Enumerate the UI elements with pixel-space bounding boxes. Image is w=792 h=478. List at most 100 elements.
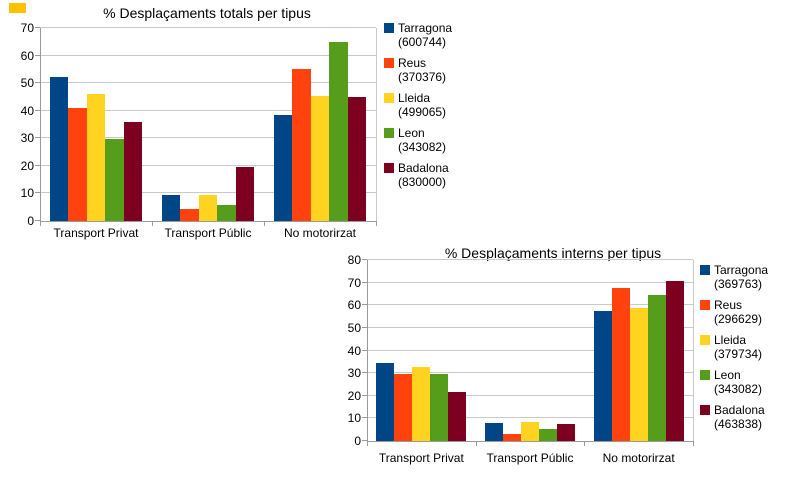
y-axis-label: 60 (347, 298, 361, 313)
y-axis-tick (35, 82, 40, 84)
y-axis-label: 10 (20, 186, 34, 201)
bar-badalona-transport-public (235, 166, 255, 221)
x-axis-tick (584, 442, 586, 446)
legend-item-leon: Leon (343082) (700, 368, 790, 402)
bar-leon-no-motorirzat (329, 42, 348, 221)
legend-swatch-badalona-icon (700, 405, 710, 415)
bar-reus-transport-privat (394, 373, 413, 441)
x-axis-tick (367, 442, 368, 446)
legend-series-count: (499065) (398, 105, 447, 119)
plot-right-border (693, 260, 694, 441)
legend-item-tarragona: Tarragona (600744) (384, 21, 474, 55)
y-axis-label: 0 (354, 434, 361, 448)
y-axis-tick (362, 281, 367, 283)
y-axis-tick (362, 349, 367, 351)
x-axis-tick (264, 222, 265, 226)
chart-title: % Desplaçaments totals per tipus (103, 5, 311, 21)
x-axis-tick (40, 222, 41, 226)
gridline (40, 164, 376, 166)
y-axis-tick (362, 440, 367, 441)
bar-reus-transport-public (180, 209, 199, 221)
x-axis-category-label: No motorirzat (602, 451, 675, 465)
gridline (367, 372, 693, 374)
y-axis-tick (362, 326, 367, 328)
gridline (40, 82, 376, 84)
bar-leon-transport-public (217, 205, 236, 221)
legend-swatch-lleida-icon (384, 93, 394, 103)
y-axis-tick (362, 372, 367, 374)
y-axis-label: 70 (20, 21, 34, 35)
gridline (40, 137, 376, 139)
y-axis-label: 60 (20, 48, 34, 63)
bar-badalona-transport-privat (123, 122, 143, 221)
bar-leon-transport-privat (105, 138, 124, 221)
y-axis-label: 0 (27, 214, 34, 228)
y-axis-line (40, 28, 41, 222)
legend-series-name: Badalona (714, 403, 765, 417)
legend-swatch-tarragona-icon (384, 23, 394, 33)
bar-reus-transport-public (502, 434, 521, 441)
y-axis-label: 40 (20, 103, 34, 118)
bar-reus-transport-privat (68, 107, 87, 221)
legend-swatch-reus-icon (384, 58, 394, 68)
bar-reus-no-motorirzat (292, 68, 311, 221)
y-axis-label: 50 (20, 76, 34, 91)
legend-item-reus: Reus (296629) (700, 298, 790, 332)
y-axis-tick (35, 192, 40, 194)
legend-series-count: (370376) (398, 70, 447, 84)
x-axis-category-label: Transport Públic (164, 226, 252, 240)
x-axis-category-label: Transport Privat (378, 451, 464, 465)
bar-reus-no-motorirzat (611, 288, 630, 441)
legend-series-count: (343082) (398, 140, 447, 154)
y-axis-label: 80 (347, 253, 361, 267)
y-axis-tick (35, 27, 40, 28)
y-axis-tick (362, 304, 367, 306)
bar-tarragona-no-motorirzat (273, 115, 293, 221)
legend-series-name: Tarragona (714, 263, 769, 277)
legend-series-count: (600744) (398, 35, 447, 49)
legend-series-count: (369763) (714, 277, 763, 291)
legend-item-reus: Reus (370376) (384, 56, 474, 90)
bar-lleida-transport-public (198, 195, 218, 221)
y-axis-label: 10 (347, 411, 361, 426)
bar-leon-transport-privat (430, 373, 449, 441)
bar-leon-no-motorirzat (647, 294, 666, 441)
y-axis-tick (35, 109, 40, 111)
chart-desplacaments-totals[interactable]: % Desplaçaments totals per tipus 0 10 20 30 4… (0, 0, 470, 243)
x-axis-tick (693, 442, 694, 446)
legend-series-name: Reus (398, 56, 427, 70)
x-axis-tick (152, 222, 153, 226)
gridline (367, 326, 693, 328)
y-axis-label: 70 (347, 275, 361, 290)
chart-desplacaments-interns[interactable]: % Desplaçaments interns per tipus 0 10 20 30… (330, 245, 792, 478)
gridline (367, 259, 693, 260)
legend-series-count: (343082) (714, 382, 763, 396)
gridline (367, 281, 693, 283)
gridline (40, 109, 376, 111)
chart-title: % Desplaçaments interns per tipus (444, 245, 662, 261)
bar-lleida-no-motorirzat (629, 307, 648, 441)
legend-item-badalona: Badalona (463838) (700, 403, 790, 437)
bar-badalona-no-motorirzat (347, 97, 367, 221)
y-axis-tick (35, 164, 40, 166)
legend-series-name: Tarragona (398, 21, 453, 35)
legend-swatch-leon-icon (700, 370, 710, 380)
bar-tarragona-transport-public (484, 422, 503, 441)
x-axis-tick (376, 222, 377, 226)
legend-swatch-badalona-icon (384, 163, 394, 173)
legend-series-name: Lleida (398, 91, 431, 105)
legend-swatch-leon-icon (384, 128, 394, 138)
legend-item-lleida: Lleida (379734) (700, 333, 790, 367)
legend-item-tarragona: Tarragona (369763) (700, 263, 790, 297)
yellow-marker (9, 3, 26, 13)
bar-lleida-transport-public (520, 421, 539, 441)
y-axis-line (367, 260, 368, 442)
bar-badalona-transport-privat (448, 391, 467, 441)
y-axis-label: 20 (20, 158, 34, 173)
y-axis-tick (35, 54, 40, 56)
legend-swatch-tarragona-icon (700, 265, 710, 275)
legend-item-leon: Leon (343082) (384, 126, 474, 160)
gridline (367, 417, 693, 419)
plot-right-border (376, 28, 377, 221)
y-axis-tick (362, 259, 367, 260)
